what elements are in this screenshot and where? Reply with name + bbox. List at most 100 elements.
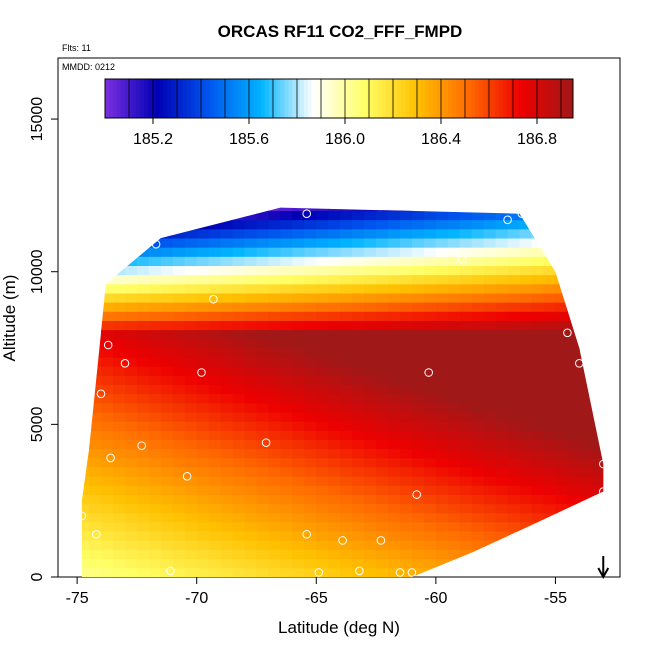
field-cell <box>579 320 592 331</box>
field-cell <box>328 549 341 560</box>
field-cell <box>340 207 353 212</box>
field-cell <box>507 375 520 386</box>
field-cell <box>411 476 425 486</box>
field-cell <box>459 476 473 486</box>
field-cell <box>81 384 90 395</box>
field-cell <box>531 219 544 230</box>
field-cell <box>65 513 77 523</box>
field-cell <box>136 558 150 569</box>
field-cell <box>495 256 508 266</box>
field-cell <box>388 210 401 221</box>
field-cell <box>483 531 497 541</box>
y-axis-label: Altitude (m) <box>0 275 19 362</box>
field-cell <box>435 384 449 395</box>
field-cell <box>376 567 389 577</box>
field-cell <box>268 531 281 541</box>
field-cell <box>256 540 269 550</box>
field-cell <box>89 256 102 266</box>
field-cell <box>208 540 222 550</box>
field-cell <box>101 283 114 294</box>
field-cell <box>160 384 174 395</box>
field-cell <box>555 256 568 266</box>
field-cell <box>256 338 269 349</box>
field-cell <box>388 247 401 257</box>
field-cell <box>124 283 138 294</box>
field-cell <box>65 440 77 450</box>
field-cell <box>280 512 293 523</box>
field-cell <box>567 412 580 422</box>
field-cell <box>81 283 90 294</box>
field-cell <box>471 283 485 294</box>
field-cell <box>244 393 257 404</box>
sample-point <box>599 487 608 496</box>
field-cell <box>352 338 365 349</box>
field-cell <box>65 568 77 578</box>
field-cell <box>124 338 138 349</box>
field-cell <box>579 540 592 550</box>
field-cell <box>459 357 473 367</box>
field-cell <box>411 439 425 450</box>
field-cell <box>352 283 365 294</box>
field-cell <box>184 540 198 550</box>
field-cell <box>328 348 341 358</box>
field-cell <box>172 503 186 514</box>
field-cell <box>328 329 341 340</box>
field-cell <box>495 375 508 386</box>
colorbar-segment <box>276 79 281 118</box>
field-cell <box>101 192 113 202</box>
field-cell <box>507 430 520 441</box>
field-cell <box>172 558 186 569</box>
field-cell <box>435 494 449 505</box>
field-cell <box>148 485 162 495</box>
field-cell <box>160 393 174 404</box>
field-cell <box>220 238 233 248</box>
field-cell <box>148 320 162 331</box>
field-cell <box>256 348 269 358</box>
field-cell <box>364 274 377 285</box>
colorbar-segment <box>428 79 434 118</box>
field-cell <box>603 531 604 541</box>
field-cell <box>184 320 198 331</box>
field-cell <box>280 348 293 358</box>
field-cell <box>65 430 77 440</box>
field-cell <box>447 467 461 477</box>
field-cell <box>435 512 449 523</box>
field-cell <box>316 228 329 239</box>
field-cell <box>531 329 544 340</box>
field-cell <box>591 512 604 523</box>
field-cell <box>89 439 102 450</box>
colorbar-segment <box>257 79 262 118</box>
field-cell <box>172 210 186 221</box>
field-cell <box>172 549 186 560</box>
field-cell <box>435 448 449 459</box>
field-cell <box>172 256 186 266</box>
field-cell <box>567 366 580 376</box>
field-cell <box>148 503 162 514</box>
field-cell <box>531 357 544 367</box>
field-cell <box>567 228 580 239</box>
field-cell <box>591 467 604 477</box>
field-cell <box>519 540 532 550</box>
field-cell <box>423 357 437 367</box>
field-cell <box>376 311 389 321</box>
field-cell <box>603 384 604 395</box>
field-cell <box>124 402 138 413</box>
field-cell <box>244 421 257 431</box>
field-cell <box>543 274 556 285</box>
field-cell <box>148 274 162 285</box>
field-cell <box>507 522 520 532</box>
field-cell <box>579 256 592 266</box>
field-cell <box>172 338 186 349</box>
sample-points <box>77 209 608 577</box>
field-cell <box>196 439 210 450</box>
field-cell <box>196 338 210 349</box>
field-cell <box>411 402 425 413</box>
field-cell <box>101 320 114 331</box>
field-cell <box>220 302 233 312</box>
field-cell <box>148 329 162 340</box>
field-cell <box>280 293 293 303</box>
field-cell <box>531 210 544 221</box>
field-cell <box>471 265 485 276</box>
field-cell <box>423 210 437 221</box>
field-cell <box>101 256 114 266</box>
